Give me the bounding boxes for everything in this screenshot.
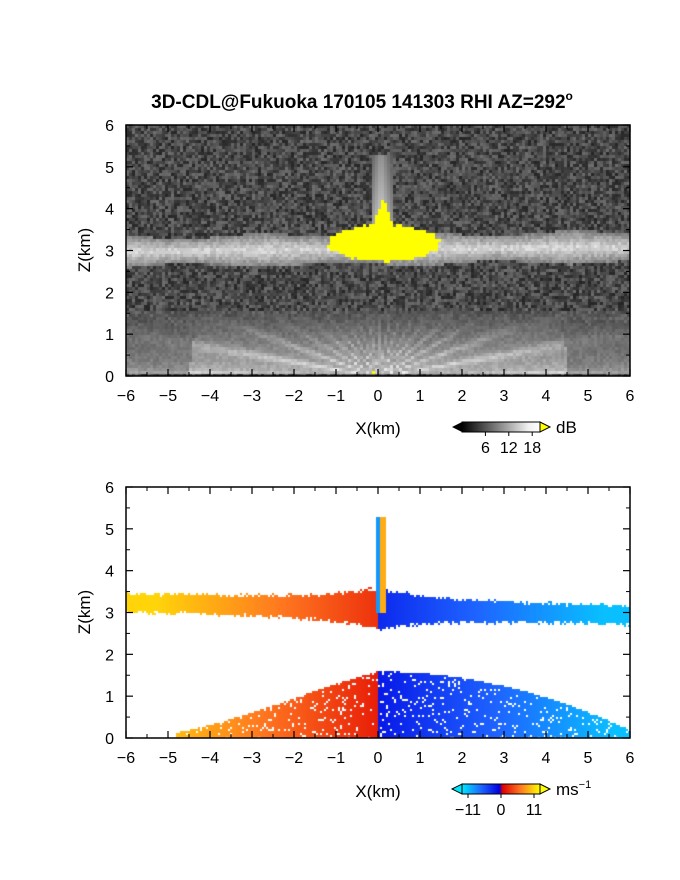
velocity-xtick-label: −6 bbox=[117, 750, 135, 767]
reflectivity-xtick-label: −6 bbox=[117, 388, 135, 405]
reflectivity-colorbar: 6 12 18 dB bbox=[452, 418, 577, 457]
reflectivity-xtick-label: 6 bbox=[626, 388, 635, 405]
reflectivity-colorbar-label: dB bbox=[556, 418, 577, 437]
velocity-image bbox=[126, 487, 630, 738]
velocity-ytick-label: 0 bbox=[105, 731, 114, 748]
reflectivity-xtick-label: −1 bbox=[327, 388, 345, 405]
chart-title: 3D-CDL@Fukuoka 170105 141303 RHI AZ=292o bbox=[151, 89, 573, 113]
velocity-colorbar-tick-label: 0 bbox=[497, 802, 506, 819]
reflectivity-xtick-label: 1 bbox=[416, 388, 425, 405]
reflectivity-colorbar-tick-label: 18 bbox=[523, 440, 541, 457]
reflectivity-xtick-label: 2 bbox=[458, 388, 467, 405]
velocity-ylabel: Z(km) bbox=[75, 590, 94, 634]
velocity-xtick-label: 1 bbox=[416, 750, 425, 767]
velocity-ytick-label: 2 bbox=[105, 647, 114, 664]
reflectivity-xtick-label: 0 bbox=[374, 388, 383, 405]
reflectivity-ytick-label: 4 bbox=[105, 202, 114, 219]
reflectivity-ytick-label: 2 bbox=[105, 285, 114, 302]
velocity-axis-ticks: −6 −5 −4 −3 −2 −1 0 1 2 3 4 5 6 0 1 2 3 4 5 6 bbox=[105, 480, 634, 767]
velocity-colorbar-tick-label: −11 bbox=[455, 802, 481, 819]
reflectivity-image bbox=[126, 125, 630, 376]
velocity-xtick-label: 5 bbox=[584, 750, 593, 767]
velocity-xtick-label: −1 bbox=[327, 750, 345, 767]
reflectivity-ylabel: Z(km) bbox=[75, 228, 94, 272]
velocity-xtick-label: 3 bbox=[500, 750, 509, 767]
velocity-ytick-label: 5 bbox=[105, 522, 114, 539]
velocity-ytick-label: 3 bbox=[105, 606, 114, 623]
velocity-ytick-label: 4 bbox=[105, 564, 114, 581]
reflectivity-xtick-label: 5 bbox=[584, 388, 593, 405]
velocity-colorbar-tick-label: 11 bbox=[526, 802, 543, 819]
reflectivity-axis-ticks: −6 −5 −4 −3 −2 −1 0 1 2 3 4 5 6 0 1 2 3 4 5 6 bbox=[105, 118, 634, 405]
reflectivity-xtick-label: −3 bbox=[243, 388, 261, 405]
reflectivity-xlabel: X(km) bbox=[355, 419, 400, 438]
reflectivity-xtick-label: −5 bbox=[159, 388, 177, 405]
reflectivity-ytick-label: 1 bbox=[105, 327, 114, 344]
velocity-xlabel: X(km) bbox=[355, 782, 400, 801]
reflectivity-colorbar-tick-label: 12 bbox=[500, 440, 518, 457]
velocity-panel: −6 −5 −4 −3 −2 −1 0 1 2 3 4 5 6 0 1 2 3 4 5 6 X(km) Z(km) −… bbox=[75, 480, 635, 819]
velocity-xtick-label: 2 bbox=[458, 750, 467, 767]
velocity-xtick-label: −3 bbox=[243, 750, 261, 767]
velocity-xtick-label: −4 bbox=[201, 750, 219, 767]
reflectivity-colorbar-tick-label: 6 bbox=[481, 440, 490, 457]
velocity-xtick-label: −5 bbox=[159, 750, 177, 767]
velocity-ytick-label: 1 bbox=[105, 689, 114, 706]
reflectivity-xtick-label: 3 bbox=[500, 388, 509, 405]
velocity-ytick-label: 6 bbox=[105, 480, 114, 497]
velocity-xtick-label: 4 bbox=[542, 750, 551, 767]
reflectivity-xtick-label: −2 bbox=[285, 388, 303, 405]
velocity-colorbar: −11 0 11 ms−1 bbox=[450, 779, 591, 819]
reflectivity-ytick-label: 6 bbox=[105, 118, 114, 135]
reflectivity-xtick-label: −4 bbox=[201, 388, 219, 405]
reflectivity-ytick-label: 3 bbox=[105, 244, 114, 261]
reflectivity-ytick-label: 5 bbox=[105, 160, 114, 177]
velocity-xtick-label: 0 bbox=[374, 750, 383, 767]
reflectivity-xtick-label: 4 bbox=[542, 388, 551, 405]
velocity-colorbar-label: ms−1 bbox=[556, 779, 591, 799]
velocity-xtick-label: 6 bbox=[626, 750, 635, 767]
reflectivity-ytick-label: 0 bbox=[105, 369, 114, 386]
velocity-xtick-label: −2 bbox=[285, 750, 303, 767]
